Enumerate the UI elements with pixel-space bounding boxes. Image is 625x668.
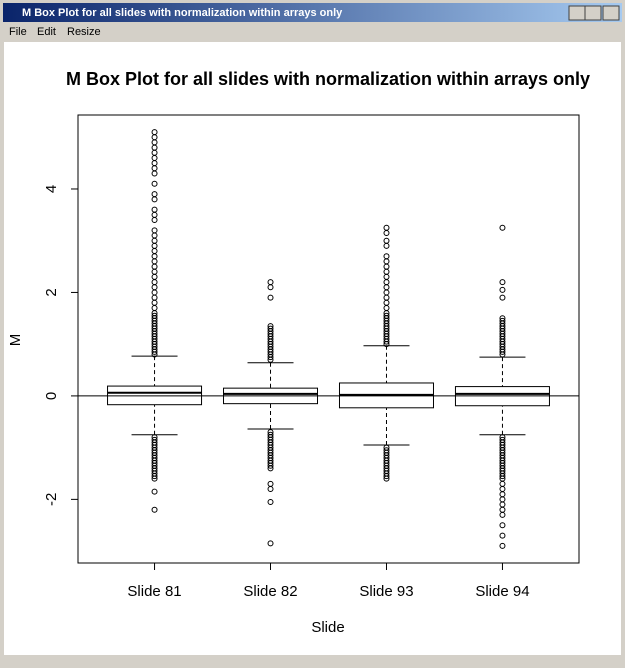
- title-bar: [3, 3, 622, 22]
- outlier: [499, 532, 506, 539]
- outlier: [151, 180, 158, 187]
- window-title: M Box Plot for all slides with normaliza…: [22, 7, 343, 19]
- x-tick-label: Slide 81: [127, 583, 181, 600]
- maximize-button[interactable]: [584, 5, 602, 21]
- y-tick-label: 0: [43, 392, 60, 400]
- menu-item[interactable]: File: [9, 26, 27, 38]
- x-axis-label: Slide: [311, 619, 344, 636]
- close-button[interactable]: [602, 5, 620, 21]
- x-tick-label: Slide 93: [359, 583, 413, 600]
- outlier: [499, 315, 506, 322]
- outlier: [151, 312, 158, 319]
- plot-canvas: [4, 42, 621, 655]
- outlier: [499, 522, 506, 529]
- box: [454, 386, 550, 407]
- outlier: [383, 475, 390, 482]
- outlier: [151, 475, 158, 482]
- y-axis-label: M: [7, 334, 24, 347]
- outlier: [383, 224, 390, 231]
- outlier: [499, 224, 506, 231]
- outlier: [383, 473, 390, 480]
- box: [223, 387, 319, 405]
- outlier: [499, 473, 506, 480]
- y-tick-label: 2: [43, 288, 60, 296]
- outlier: [151, 488, 158, 495]
- outlier: [499, 511, 506, 518]
- outlier: [267, 462, 274, 469]
- outlier: [383, 312, 390, 319]
- outlier: [499, 542, 506, 549]
- outlier: [267, 323, 274, 330]
- outlier: [151, 191, 158, 198]
- outlier: [267, 325, 274, 332]
- outlier: [267, 465, 274, 472]
- outlier: [267, 486, 274, 493]
- outlier: [151, 206, 158, 213]
- outlier: [383, 253, 390, 260]
- outlier: [267, 540, 274, 547]
- menu-item[interactable]: Resize: [67, 26, 101, 38]
- chart-title: M Box Plot for all slides with normaliza…: [66, 69, 590, 89]
- outlier: [499, 317, 506, 324]
- plot-frame: [77, 114, 580, 564]
- x-tick-label: Slide 94: [475, 583, 529, 600]
- minimize-button[interactable]: [568, 5, 586, 21]
- y-tick-label: 4: [43, 185, 60, 193]
- outlier: [151, 473, 158, 480]
- menu-item[interactable]: Edit: [37, 26, 56, 38]
- y-tick-label: -2: [43, 493, 60, 506]
- outlier: [267, 498, 274, 505]
- outlier: [151, 227, 158, 234]
- outlier: [267, 294, 274, 301]
- outlier: [499, 286, 506, 293]
- box: [107, 385, 203, 406]
- outlier: [499, 279, 506, 286]
- outlier: [151, 129, 158, 136]
- outlier: [267, 279, 274, 286]
- outlier: [499, 294, 506, 301]
- x-tick-label: Slide 82: [243, 583, 297, 600]
- outlier: [383, 237, 390, 244]
- outlier: [151, 506, 158, 513]
